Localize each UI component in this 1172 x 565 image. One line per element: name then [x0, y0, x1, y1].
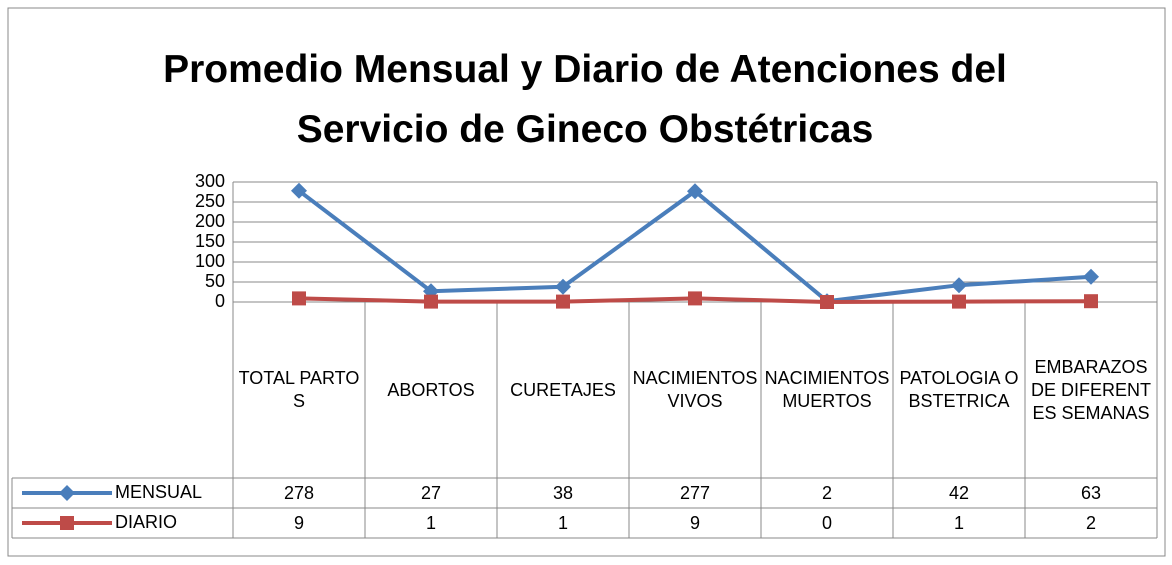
- marker: [292, 291, 306, 306]
- table-value: 9: [689, 512, 700, 533]
- legend-label: MENSUAL: [115, 482, 203, 502]
- y-tick-label: 250: [195, 191, 225, 211]
- y-tick-label: 0: [215, 291, 225, 311]
- category-label: CURETAJES: [510, 379, 616, 400]
- table-value: 27: [420, 482, 442, 503]
- category-label: ABORTOS: [387, 379, 475, 400]
- marker: [820, 295, 834, 309]
- category-label: PATOLOGIA OBSTETRICA: [899, 368, 1019, 411]
- table-value: 1: [425, 512, 436, 533]
- y-tick-label: 150: [195, 231, 225, 251]
- table-value: 278: [283, 482, 315, 503]
- table-value: 63: [1080, 482, 1102, 503]
- table-value: 1: [557, 512, 568, 533]
- table-value: 0: [821, 512, 832, 533]
- chart-title: Promedio Mensual y Diario de Atenciones …: [163, 48, 1007, 151]
- category-label: NACIMIENTOS VIVOS: [632, 368, 758, 411]
- marker: [951, 277, 967, 294]
- marker: [60, 516, 74, 530]
- legend-label: DIARIO: [115, 512, 178, 532]
- table-value: 42: [948, 482, 970, 503]
- marker: [291, 182, 307, 199]
- y-tick-label: 50: [205, 271, 225, 291]
- marker: [1084, 294, 1098, 309]
- y-tick-label: 100: [195, 251, 225, 271]
- table-value: 2: [821, 482, 832, 503]
- table-value: 2: [1085, 512, 1096, 533]
- chart-border: [7, 7, 1166, 557]
- table-value: 1: [953, 512, 964, 533]
- marker: [1083, 268, 1099, 285]
- category-label: TOTAL PARTOS: [238, 368, 360, 411]
- marker: [555, 278, 571, 295]
- marker: [424, 294, 438, 309]
- marker: [59, 485, 75, 501]
- y-tick-label: 200: [195, 211, 225, 231]
- table-value: 9: [293, 512, 304, 533]
- marker: [556, 294, 570, 309]
- table-value: 38: [552, 482, 574, 503]
- table-value: 277: [679, 482, 711, 503]
- category-label: NACIMIENTOS MUERTOS: [764, 368, 890, 411]
- marker: [687, 183, 703, 200]
- y-tick-label: 300: [195, 171, 225, 191]
- series-line: [297, 188, 1092, 304]
- category-label: EMBARAZOS DE DIFERENTES SEMANAS: [1030, 356, 1151, 423]
- marker: [688, 291, 702, 306]
- marker: [952, 294, 966, 309]
